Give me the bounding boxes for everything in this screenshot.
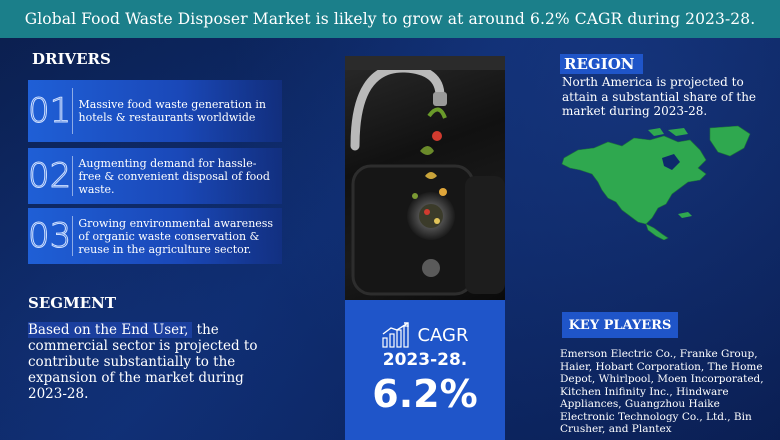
segment-highlight: Based on the End User,: [28, 322, 193, 338]
key-players-heading: KEY PLAYERS: [562, 312, 678, 338]
headline-banner: Global Food Waste Disposer Market is lik…: [0, 0, 780, 38]
sink-disposer-photo: [345, 56, 505, 300]
segment-heading: SEGMENT: [28, 294, 116, 312]
growth-chart-icon: [382, 322, 410, 348]
driver-text-1: Massive food waste generation in hotels …: [78, 98, 266, 124]
headline-text: Global Food Waste Disposer Market is lik…: [24, 10, 756, 28]
driver-item-2: 02 Augmenting demand for hassle-free & c…: [28, 148, 282, 204]
cagr-panel: CAGR 2023-28. 6.2%: [345, 300, 505, 440]
cagr-value: 6.2%: [372, 372, 478, 416]
segment-description: Based on the End User, the commercial se…: [28, 322, 268, 402]
sink-illustration: [345, 56, 505, 296]
driver-text-3: Growing environmental awareness of organ…: [78, 216, 274, 256]
cagr-period: 2023-28.: [382, 350, 468, 370]
driver-item-1: 01 Massive food waste generation in hote…: [28, 80, 282, 142]
driver-number-2: 02: [28, 156, 72, 197]
driver-number-3: 03: [28, 216, 72, 257]
segment-body: the commercial sector is projected to co…: [28, 322, 258, 402]
driver-item-3: 03 Growing environmental awareness of or…: [28, 208, 282, 264]
driver-divider: [72, 88, 73, 134]
drivers-heading: DRIVERS: [32, 50, 111, 68]
region-description: North America is projected to attain a s…: [562, 75, 757, 118]
key-players-list: Emerson Electric Co., Franke Group, Haie…: [560, 348, 764, 435]
driver-number-1: 01: [28, 91, 72, 132]
region-heading: REGION: [560, 54, 643, 74]
cagr-label: CAGR: [417, 324, 469, 346]
cagr-row: CAGR: [381, 322, 469, 348]
driver-text-2: Augmenting demand for hassle-free & conv…: [78, 156, 270, 196]
north-america-map: [561, 125, 751, 240]
